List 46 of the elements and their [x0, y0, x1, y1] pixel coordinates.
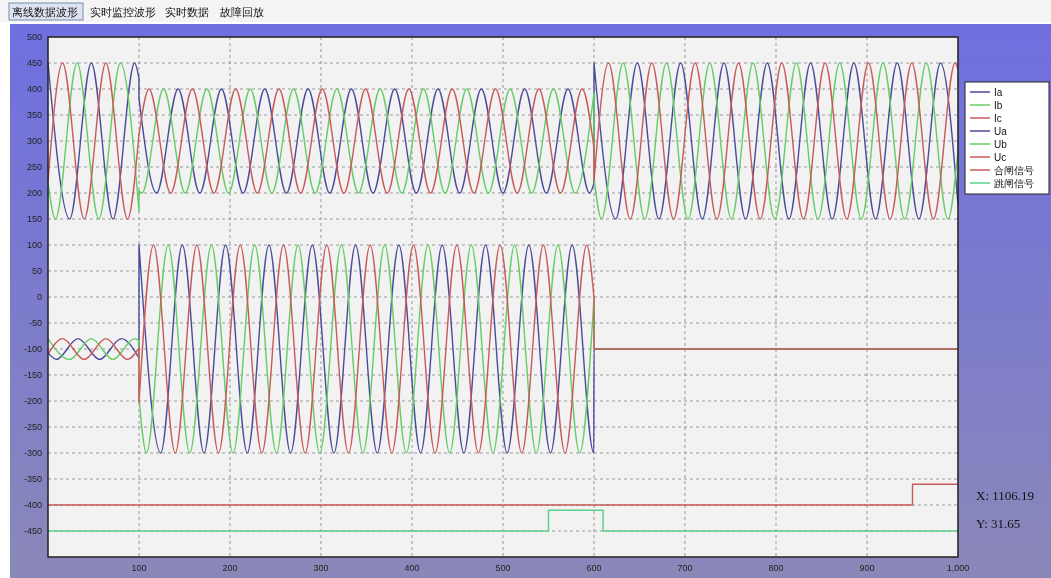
legend-label: Ia [994, 86, 1003, 98]
y-tick-label: 250 [26, 162, 42, 173]
legend-label: Ua [994, 125, 1008, 137]
text: 实时数据 [165, 6, 209, 18]
legend-label: Ic [994, 112, 1002, 124]
y-tick-label: -400 [23, 500, 42, 511]
line-series [47, 62, 959, 220]
y-tick-label: 100 [26, 240, 42, 251]
y-tick-label: 400 [26, 84, 42, 95]
y-tick-label: -50 [28, 318, 42, 329]
x-tick-label: 200 [222, 563, 238, 573]
text: 故障回放 [220, 6, 264, 18]
line-series [47, 244, 959, 454]
y-tick-label: -250 [23, 422, 42, 433]
x-tick-label: 100 [131, 563, 147, 573]
text: X: 1106.19 [976, 488, 1035, 503]
y-tick-label: 50 [31, 266, 42, 277]
y-tick-label: -100 [23, 344, 42, 355]
x-tick-label: 600 [586, 563, 602, 573]
y-tick-label: -200 [23, 396, 42, 407]
legend-label: Ub [994, 138, 1008, 150]
legend-label: Uc [994, 151, 1007, 163]
y-tick-label: 150 [26, 214, 42, 225]
text: 实时监控波形 [90, 6, 156, 18]
y-tick-label: -450 [23, 526, 42, 537]
legend-label: Ib [994, 99, 1003, 111]
y-tick-label: 500 [26, 32, 42, 43]
x-tick-label: 1,000 [946, 563, 970, 573]
x-tick-label: 900 [859, 563, 875, 573]
legend-label: 跳闸信号 [994, 177, 1034, 189]
text: 离线数据波形 [12, 6, 78, 18]
y-tick-label: -350 [23, 474, 42, 485]
y-tick-label: 350 [26, 110, 42, 121]
legend-label: 合闸信号 [994, 164, 1034, 176]
y-tick-label: 300 [26, 136, 42, 147]
y-tick-label: -300 [23, 448, 42, 459]
y-tick-label: 450 [26, 58, 42, 69]
x-tick-label: 700 [677, 563, 693, 573]
y-tick-label: 200 [26, 188, 42, 199]
x-tick-label: 300 [313, 563, 329, 573]
text: Y: 31.65 [976, 516, 1021, 531]
y-tick-label: 0 [36, 292, 42, 303]
x-tick-label: 800 [768, 563, 784, 573]
y-tick-label: -150 [23, 370, 42, 381]
x-tick-label: 400 [404, 563, 420, 573]
x-tick-label: 500 [495, 563, 511, 573]
